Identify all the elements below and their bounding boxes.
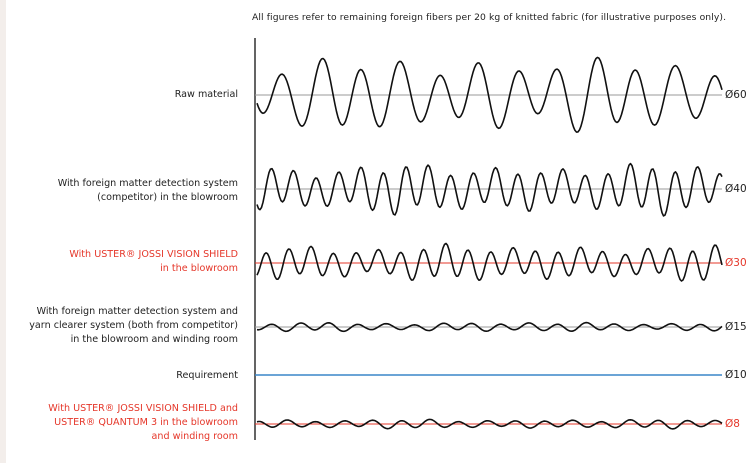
row-label-line: With foreign matter detection system and <box>36 306 238 317</box>
row-value-competitor-both: Ø15 <box>725 321 747 333</box>
row-label-line: in the blowroom <box>160 263 238 274</box>
wave-competitor-both <box>256 321 723 333</box>
wave-raw <box>256 56 723 133</box>
row-label-requirement: Requirement <box>176 369 238 383</box>
row-value-raw: Ø60 <box>725 89 747 101</box>
row-label-competitor-blowroom: With foreign matter detection system (co… <box>58 177 238 205</box>
row-label-line: (competitor) in the blowroom <box>97 192 238 203</box>
wave-jossi-blowroom <box>256 242 723 282</box>
row-value-jossi-blowroom: Ø30 <box>725 257 747 269</box>
wave-competitor-blowroom <box>256 162 723 217</box>
figure-note: All figures refer to remaining foreign f… <box>252 12 727 23</box>
row-label-line: in the blowroom and winding room <box>70 334 238 345</box>
row-value-requirement: Ø10 <box>725 369 747 381</box>
row-label-line: Requirement <box>176 370 238 381</box>
wave-jossi-quantum <box>256 418 723 430</box>
row-label-line: With USTER® JOSSI VISION SHIELD <box>69 249 238 260</box>
row-label-raw: Raw material <box>175 88 238 102</box>
row-label-line: Raw material <box>174 89 238 100</box>
row-label-jossi-blowroom: With USTER® JOSSI VISION SHIELD in the b… <box>69 248 238 276</box>
wave-diagram <box>254 38 723 440</box>
row-label-line: With foreign matter detection system <box>57 178 238 189</box>
row-label-competitor-both: With foreign matter detection system and… <box>29 305 238 347</box>
row-label-line: USTER® QUANTUM 3 in the blowroom <box>54 417 238 428</box>
row-label-line: and winding room <box>151 431 238 442</box>
row-label-line: With USTER® JOSSI VISION SHIELD and <box>48 403 238 414</box>
row-label-jossi-quantum: With USTER® JOSSI VISION SHIELD and USTE… <box>48 402 238 444</box>
row-value-jossi-quantum: Ø8 <box>725 418 740 430</box>
row-label-line: yarn clearer system (both from competito… <box>29 320 238 331</box>
row-value-competitor-blowroom: Ø40 <box>725 183 747 195</box>
